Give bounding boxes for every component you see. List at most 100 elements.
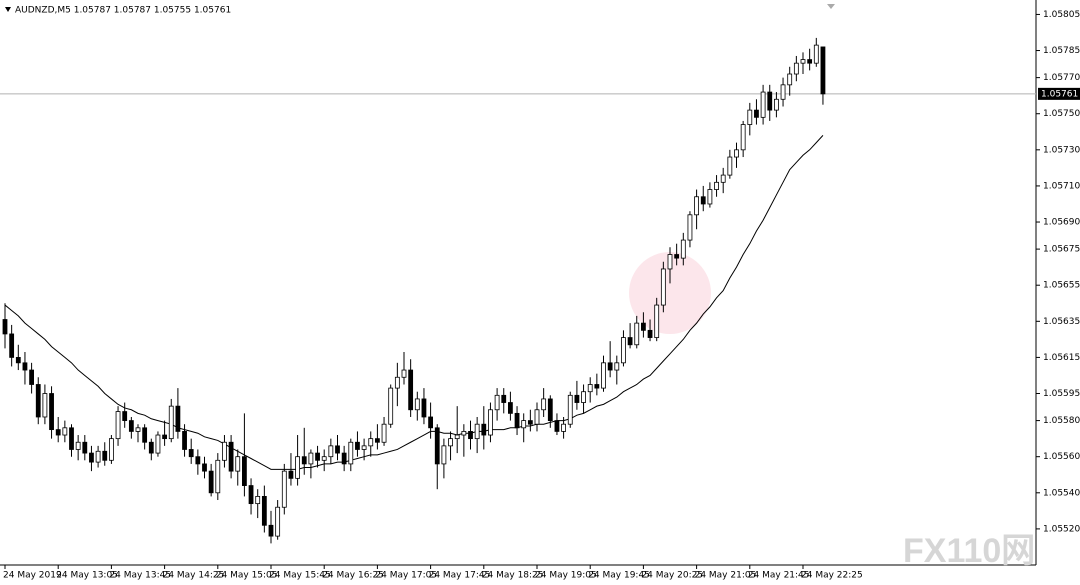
- y-tick-label: 1.05580: [1043, 416, 1080, 426]
- candle-body: [800, 59, 806, 64]
- candle-body: [534, 409, 540, 425]
- candle-body: [780, 84, 786, 100]
- candle-body: [22, 362, 28, 371]
- candle-body: [601, 362, 606, 389]
- candle-body: [521, 420, 527, 429]
- y-tick-label: 1.05635: [1043, 317, 1080, 327]
- x-tick-label: 24 May 14:25: [163, 571, 225, 581]
- x-tick-label: 24 May 15:05: [216, 571, 278, 581]
- candle-body: [634, 322, 640, 346]
- candle-body: [275, 506, 281, 537]
- candle-body: [740, 124, 746, 151]
- candle-body: [255, 496, 261, 505]
- candle-body: [421, 398, 427, 418]
- candle-body: [182, 431, 187, 450]
- candle-body: [774, 98, 779, 111]
- x-tick-label: 24 May 19:05: [535, 571, 597, 581]
- candle-body: [15, 357, 21, 364]
- candle-body: [355, 441, 360, 450]
- candle-body: [441, 445, 447, 465]
- highlight-circle: [629, 252, 711, 334]
- x-tick-label: 24 May 17:05: [375, 571, 437, 581]
- y-tick-label: 1.05690: [1043, 218, 1080, 228]
- menu-arrow: [5, 7, 11, 12]
- candle-body: [49, 393, 54, 431]
- candle-body: [414, 398, 420, 411]
- candle-body: [75, 441, 81, 450]
- candle-body: [261, 496, 267, 526]
- candle-body: [374, 438, 380, 443]
- y-tick-label: 1.05540: [1043, 488, 1080, 498]
- candle-body: [248, 485, 254, 505]
- candle-body: [381, 423, 387, 443]
- candle-body: [315, 452, 320, 461]
- candle-body: [195, 456, 201, 465]
- candle-body: [328, 445, 334, 458]
- candle-body: [9, 333, 15, 358]
- candle-body: [434, 427, 440, 465]
- candle-body: [142, 427, 148, 443]
- candle-body: [734, 149, 739, 158]
- candle-body: [627, 337, 633, 346]
- y-tick-label: 1.05595: [1043, 389, 1080, 399]
- candle-body: [474, 423, 480, 440]
- candle-body: [614, 362, 620, 371]
- y-tick-label: 1.05560: [1043, 452, 1080, 462]
- candle-body: [594, 384, 600, 389]
- y-tick-label: 1.05770: [1043, 73, 1080, 83]
- candle-body: [162, 434, 168, 440]
- candle-body: [428, 416, 434, 429]
- candle-body: [148, 441, 154, 454]
- candle-body: [714, 181, 719, 190]
- candle-body: [215, 459, 221, 494]
- current-price-box: [1038, 87, 1080, 100]
- candle-body: [527, 420, 533, 425]
- candle-body: [295, 456, 301, 479]
- candle-body: [42, 393, 48, 418]
- shift-marker: [827, 4, 835, 9]
- x-tick-label: 24 May 17:45: [429, 571, 491, 581]
- candle-body: [35, 384, 41, 418]
- y-tick-label: 1.05615: [1043, 353, 1080, 363]
- candle-body: [720, 174, 726, 183]
- candle-body: [481, 423, 487, 436]
- candle-body: [29, 369, 35, 385]
- candle-body: [507, 402, 513, 414]
- candle-body: [554, 420, 560, 432]
- candle-body: [188, 449, 194, 458]
- candle-body: [115, 411, 121, 440]
- y-tick-label: 1.05675: [1043, 245, 1080, 255]
- candle-body: [581, 391, 586, 403]
- candle-body: [235, 456, 241, 472]
- candle-body: [122, 411, 128, 421]
- candle-body: [654, 304, 660, 338]
- candle-body: [222, 441, 227, 461]
- x-tick-label: 24 May 13:45: [109, 571, 171, 581]
- x-tick-label: 24 May 21:05: [695, 571, 757, 581]
- candle-body: [361, 445, 367, 450]
- chart-title: AUDNZD,M5 1.05787 1.05787 1.05755 1.0576…: [15, 6, 231, 16]
- candle-body: [341, 452, 347, 465]
- candle-body: [767, 91, 773, 111]
- candle-body: [408, 369, 414, 411]
- candle-body: [228, 441, 234, 472]
- candle-body: [55, 429, 61, 436]
- candle-body: [667, 254, 673, 270]
- x-tick-label: 24 May 20:25: [641, 571, 703, 581]
- y-tick-label: 1.05750: [1043, 109, 1080, 119]
- candle-body: [69, 427, 74, 450]
- candle-body: [82, 441, 88, 454]
- current-price-label: 1.05761: [1041, 89, 1078, 99]
- x-tick-label: 24 May 16:25: [322, 571, 384, 581]
- y-tick-label: 1.05710: [1043, 181, 1080, 191]
- plot: 1.05805 1.05785 1.05770 1.05750 1.05730 1.057…: [0, 10, 1080, 581]
- y-tick-label: 1.05785: [1043, 46, 1080, 56]
- candle-body: [448, 438, 453, 447]
- candle-body: [501, 394, 507, 403]
- x-tick-label: 24 May 19:45: [588, 571, 650, 581]
- candle-body: [561, 423, 566, 432]
- candle-body: [175, 405, 181, 432]
- candle-body: [807, 59, 813, 64]
- candle-body: [202, 463, 207, 472]
